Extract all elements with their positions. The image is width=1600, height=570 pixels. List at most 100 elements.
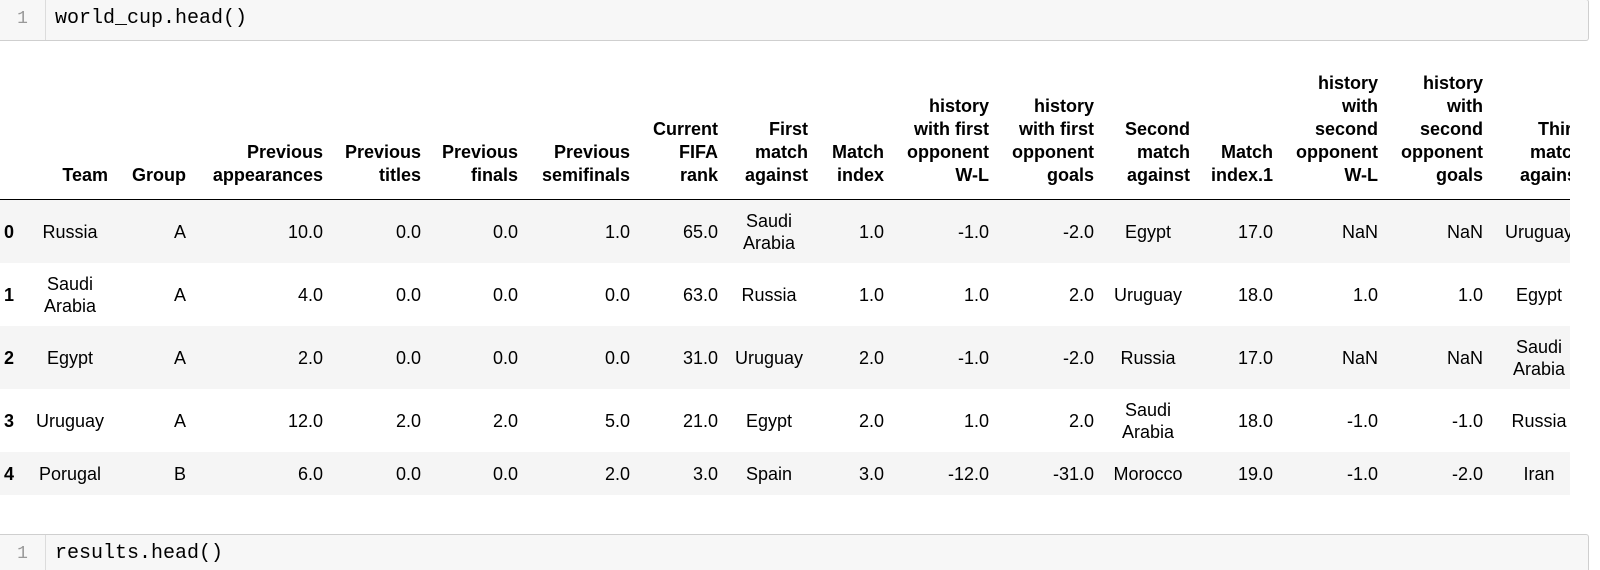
- cell-value: 2.0: [395, 410, 421, 431]
- column-header: history with second opponent W-L: [1279, 72, 1384, 200]
- cell-value: Uruguay: [1113, 284, 1183, 305]
- cell-value: 2.0: [297, 347, 323, 368]
- cell-value: A: [173, 410, 186, 431]
- cell-value: 21.0: [682, 410, 718, 431]
- cell-value: 5.0: [604, 410, 630, 431]
- column-header: Third match against: [1489, 72, 1570, 200]
- cell-value: -2.0: [1062, 221, 1094, 242]
- cell-value: 1.0: [604, 221, 630, 242]
- cell-value: -1.0: [957, 221, 989, 242]
- cell-value: 0.0: [604, 284, 630, 305]
- column-header: history with first opponent goals: [995, 72, 1100, 200]
- cell-value: 1.0: [1457, 284, 1483, 305]
- cell-value: Egypt: [1124, 221, 1172, 242]
- row: 2 Egypt A 2.0 0.0 0.0 0.0 31.0 Uruguay 2.0 -1.0 -2.…: [0, 326, 1570, 389]
- column-header: Previous titles: [329, 72, 427, 200]
- column-header: Group: [114, 72, 192, 200]
- cell-value: A: [173, 347, 186, 368]
- cell-value: 1.0: [1352, 284, 1378, 305]
- cell-value: 19.0: [1237, 463, 1273, 484]
- cell-value: Egypt: [1515, 284, 1563, 305]
- cell-value: 1.0: [963, 410, 989, 431]
- column-header: history with second opponent goals: [1384, 72, 1489, 200]
- code-cell[interactable]: 1 results.head(): [0, 534, 1589, 570]
- cell-value: Egypt: [46, 347, 94, 368]
- cell-value: 4.0: [297, 284, 323, 305]
- cell-value: 65.0: [682, 221, 718, 242]
- cell-value: Uruguay: [35, 410, 105, 431]
- cell-value: 2.0: [858, 410, 884, 431]
- cell-value: Porugal: [38, 463, 102, 484]
- dataframe: Team Group Previous appearances Previous ti…: [0, 72, 1570, 495]
- cell-value: 12.0: [287, 410, 323, 431]
- cell-value: 31.0: [682, 347, 718, 368]
- cell-value: 0.0: [395, 463, 421, 484]
- cell-value: -1.0: [1346, 463, 1378, 484]
- cell-value: -1.0: [957, 347, 989, 368]
- cell-value: A: [173, 221, 186, 242]
- cell-value: 1.0: [858, 221, 884, 242]
- cell-value: 0.0: [395, 347, 421, 368]
- cell-value: 18.0: [1237, 410, 1273, 431]
- cell-value: -12.0: [947, 463, 989, 484]
- column-header: Second match against: [1100, 72, 1196, 200]
- cell-value: 0.0: [395, 221, 421, 242]
- row-index: 4: [4, 463, 15, 484]
- cell-value: B: [173, 463, 186, 484]
- cell-value: 10.0: [287, 221, 323, 242]
- cell-value: Russia: [1511, 410, 1567, 431]
- code-cell[interactable]: 1 world_cup.head(): [0, 0, 1589, 41]
- code[interactable]: world_cup.head(): [55, 7, 248, 30]
- row: 1 Saudi Arabia A 4.0 0.0 0.0 0.0 63.0 Russia 1.0 1…: [0, 263, 1570, 326]
- cell-value: NaN: [1341, 221, 1378, 242]
- header-row: Team Group Previous appearances Previous ti…: [0, 72, 1570, 200]
- column-header: Match index.1: [1196, 72, 1279, 200]
- column-header: Previous finals: [427, 72, 524, 200]
- cell-value: NaN: [1446, 221, 1483, 242]
- cell-value: 0.0: [604, 347, 630, 368]
- cell-value: 0.0: [492, 347, 518, 368]
- column-header: Current FIFA rank: [636, 72, 724, 200]
- cell-value: Morocco: [1113, 463, 1183, 484]
- row: 4 Porugal B 6.0 0.0 0.0 2.0 3.0 Spain 3.0 -12.0 -31…: [0, 452, 1570, 495]
- cell-value: 63.0: [682, 284, 718, 305]
- cell-value: -1.0: [1346, 410, 1378, 431]
- column-header: Previous appearances: [192, 72, 329, 200]
- cell-value: Iran: [1523, 463, 1555, 484]
- line-number: 1: [0, 535, 46, 570]
- cell-value: 18.0: [1237, 284, 1273, 305]
- cell-value: Spain: [745, 463, 793, 484]
- row-index: 0: [4, 221, 15, 242]
- cell-value: -2.0: [1451, 463, 1483, 484]
- column-header: Team: [26, 72, 114, 200]
- row: 0 Russia A 10.0 0.0 0.0 1.0 65.0 Saudi Arabia 1.0…: [0, 199, 1570, 263]
- cell-value: 0.0: [492, 284, 518, 305]
- cell-value: 1.0: [858, 284, 884, 305]
- cell-value: Russia: [1120, 347, 1176, 368]
- column-header: Match index: [814, 72, 890, 200]
- cell-value: 17.0: [1237, 347, 1273, 368]
- cell-value: Russia: [741, 284, 797, 305]
- cell-value: 2.0: [492, 410, 518, 431]
- cell-value: -31.0: [1052, 463, 1094, 484]
- cell-value: NaN: [1446, 347, 1483, 368]
- cell-value: Saudi Arabia: [1121, 399, 1175, 442]
- row-index: 1: [4, 284, 15, 305]
- cell-value: Uruguay: [1504, 221, 1570, 242]
- column-header: First match against: [724, 72, 814, 200]
- row: 3 Uruguay A 12.0 2.0 2.0 5.0 21.0 Egypt 2.0 1.0 2.0…: [0, 389, 1570, 452]
- cell-value: -1.0: [1451, 410, 1483, 431]
- code[interactable]: results.head(): [55, 542, 224, 565]
- line-number: 1: [0, 0, 46, 40]
- index-header: [0, 72, 26, 200]
- cell-value: Egypt: [745, 410, 793, 431]
- column-header: Previous semifinals: [524, 72, 636, 200]
- cell-value: Saudi Arabia: [742, 210, 796, 253]
- row-index: 2: [4, 347, 15, 368]
- cell-value: 1.0: [963, 284, 989, 305]
- cell-value: 3.0: [692, 463, 718, 484]
- cell-value: Uruguay: [734, 347, 804, 368]
- row-index: 3: [4, 410, 15, 431]
- output: Team Group Previous appearances Previous ti…: [0, 72, 1570, 508]
